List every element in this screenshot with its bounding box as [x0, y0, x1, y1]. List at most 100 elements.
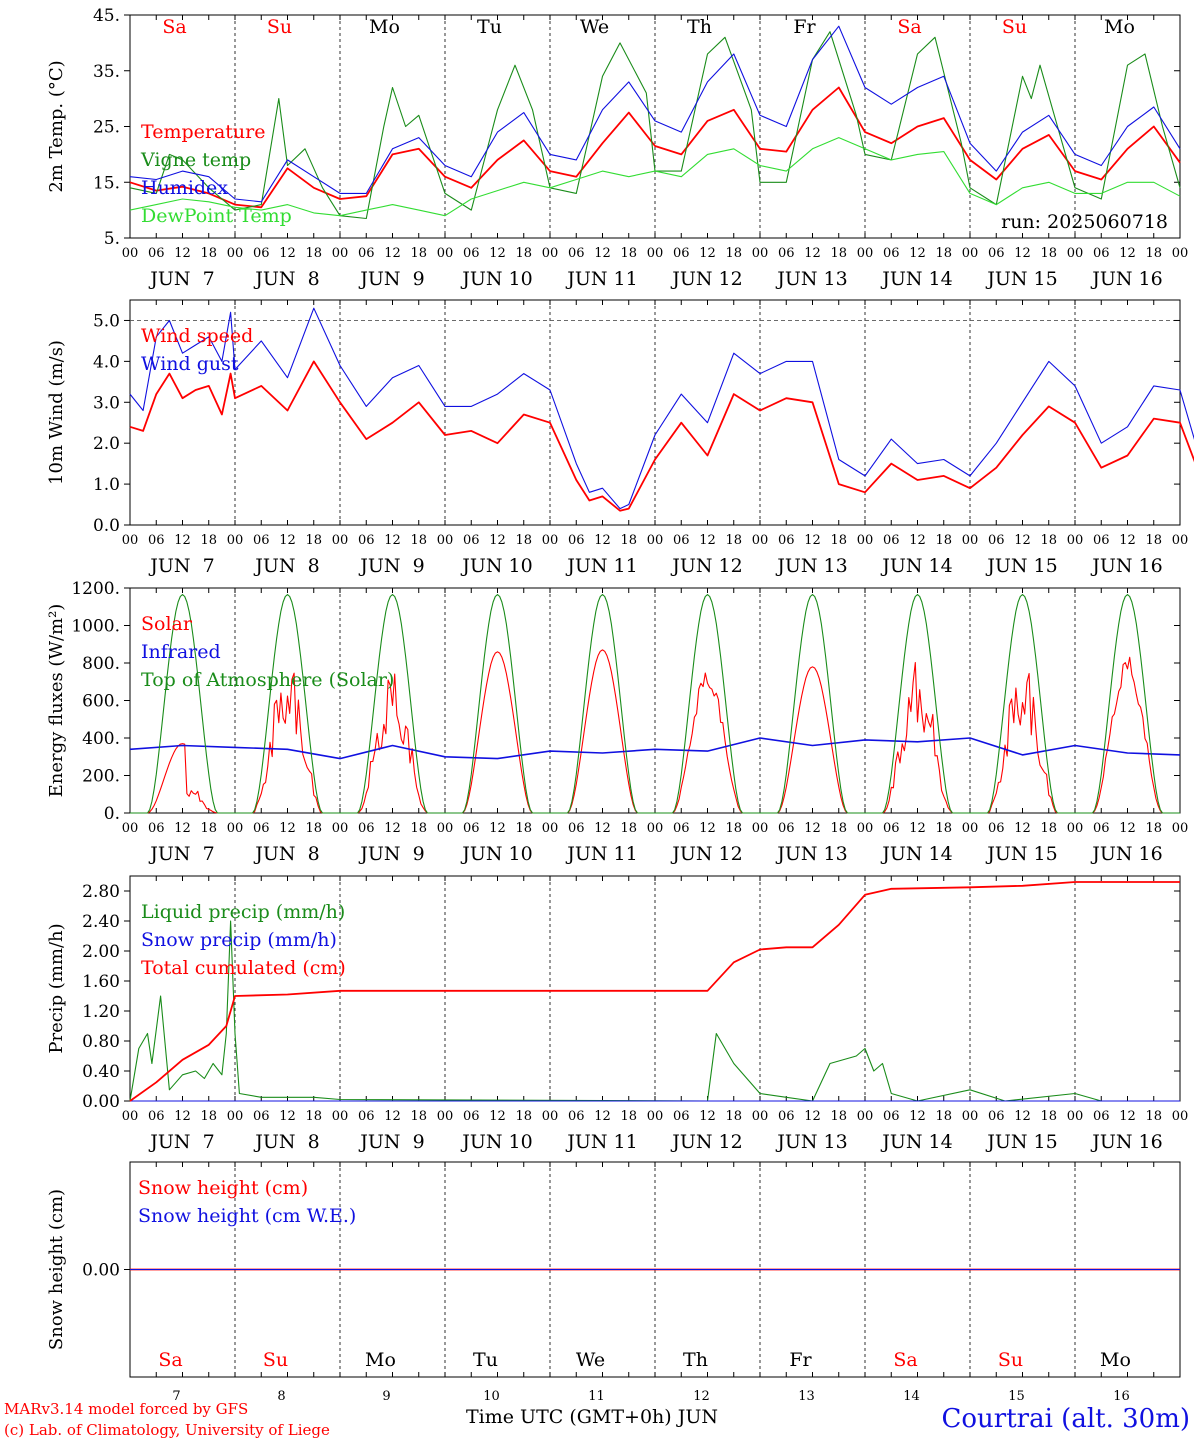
weekday-label-top: Mo [369, 16, 400, 38]
x-date-label: JUN 14 [880, 843, 952, 865]
x-hour-label: 12 [1014, 246, 1031, 261]
x-hour-label: 18 [935, 533, 952, 548]
x-hour-label: 00 [437, 246, 454, 261]
x-hour-label: 00 [1172, 821, 1189, 836]
x-hour-label: 12 [1119, 246, 1136, 261]
x-date-label: JUN 12 [670, 555, 742, 577]
panel-4: 2.80 2.40 2.00 1.60 1.20 0.80 0.40 0.00 Precip (… [46, 875, 1188, 1153]
x-hour-label: 06 [1093, 821, 1110, 836]
x-hour-label: 06 [673, 533, 690, 548]
x-hour-label: 06 [358, 246, 375, 261]
y-tick-label: 2.0 [93, 434, 120, 454]
x-hour-label: 12 [804, 1109, 821, 1124]
x-hour-label: 06 [1093, 533, 1110, 548]
x-date-label: JUN 7 [148, 268, 214, 290]
weekday-label-bottom: Sa [893, 1349, 917, 1371]
x-hour-label: 00 [227, 246, 244, 261]
x-date-label: JUN 16 [1090, 268, 1162, 290]
x-hour-label: 18 [620, 246, 637, 261]
legend-entry: Total cumulated (cm) [141, 957, 346, 979]
x-hour-label: 18 [1145, 246, 1162, 261]
x-hour-label: 18 [515, 246, 532, 261]
x-date-label: JUN 9 [358, 1131, 424, 1153]
day-number-label: 9 [382, 1389, 390, 1404]
x-hour-label: 00 [542, 533, 559, 548]
x-hour-label: 00 [647, 533, 664, 548]
series-line-liquid-precip-mm-h- [129, 920, 1180, 1102]
x-hour-label: 00 [647, 821, 664, 836]
x-date-label: JUN 12 [670, 843, 742, 865]
x-hour-label: 06 [1093, 1109, 1110, 1124]
x-hour-label: 06 [358, 1109, 375, 1124]
x-hour-label: 18 [200, 533, 217, 548]
x-hour-label: 18 [200, 246, 217, 261]
x-date-label: JUN 10 [460, 843, 532, 865]
x-hour-label: 12 [909, 1109, 926, 1124]
x-date-label: JUN 12 [670, 268, 742, 290]
x-hour-label: 12 [804, 246, 821, 261]
x-date-label: JUN 8 [253, 555, 319, 577]
y-tick-label: 0.80 [82, 1032, 120, 1052]
x-hour-label: 06 [778, 246, 795, 261]
x-hour-label: 12 [699, 246, 716, 261]
weekday-label-bottom: Su [263, 1349, 288, 1371]
x-hour-label: 06 [778, 1109, 795, 1124]
x-hour-label: 18 [305, 533, 322, 548]
y-tick-label: 45. [93, 6, 120, 26]
x-date-label: JUN 7 [148, 843, 214, 865]
y-tick-label: 0. [104, 804, 120, 824]
x-hour-label: 18 [410, 1109, 427, 1124]
y-axis-label: Precip (mm/h) [46, 923, 67, 1053]
panel-2: 5.0 4.0 3.0 2.0 1.0 0.0 10m Wind (m/s) 00 06 12 18… [46, 299, 1194, 577]
x-hour-label: 06 [253, 821, 270, 836]
legend-entry: Snow precip (mm/h) [141, 929, 337, 951]
x-hour-label: 00 [332, 1109, 349, 1124]
y-tick-label: 0.0 [93, 516, 120, 536]
y-tick-label: 200. [82, 767, 120, 787]
y-tick-label: 5. [104, 229, 120, 249]
run-label: run: 2025060718 [1001, 211, 1168, 233]
series-line-top-of-atmosphere-solar- [130, 594, 1180, 814]
x-hour-label: 00 [332, 246, 349, 261]
y-tick-label: 1000. [71, 617, 120, 637]
x-hour-label: 00 [437, 821, 454, 836]
y-tick-label: 4.0 [93, 352, 120, 372]
x-hour-label: 12 [384, 246, 401, 261]
x-date-label: JUN 10 [460, 268, 532, 290]
x-hour-label: 18 [830, 821, 847, 836]
weekday-label-top: Mo [1104, 16, 1135, 38]
x-hour-label: 12 [699, 821, 716, 836]
x-hour-label: 00 [962, 821, 979, 836]
x-hour-label: 12 [1119, 533, 1136, 548]
x-date-label: JUN 14 [880, 1131, 952, 1153]
x-hour-label: 18 [1145, 533, 1162, 548]
x-hour-label: 18 [935, 246, 952, 261]
station-label: Courtrai (alt. 30m) [942, 1404, 1191, 1434]
legend-entry: Solar [141, 613, 193, 635]
x-hour-label: 06 [988, 1109, 1005, 1124]
panel-5: 0.00 Snow height (cm) Snow height (cm) Snow… [46, 1161, 1181, 1378]
x-hour-label: 18 [830, 1109, 847, 1124]
y-tick-label: 35. [93, 62, 120, 82]
x-hour-label: 06 [568, 1109, 585, 1124]
x-hour-label: 00 [122, 246, 139, 261]
x-hour-label: 12 [174, 533, 191, 548]
x-hour-label: 18 [1040, 1109, 1057, 1124]
day-number-label: 16 [1113, 1389, 1130, 1404]
y-tick-label: 2.80 [82, 882, 120, 902]
day-number-label: 13 [798, 1389, 815, 1404]
weekday-label-bottom: Th [683, 1349, 708, 1371]
x-date-label: JUN 13 [775, 1131, 847, 1153]
y-axis-label: 2m Temp. (°C) [46, 60, 67, 192]
x-hour-label: 12 [1119, 821, 1136, 836]
x-hour-label: 18 [620, 1109, 637, 1124]
x-hour-label: 12 [1014, 533, 1031, 548]
day-number-label: 11 [588, 1389, 605, 1404]
x-hour-label: 00 [227, 1109, 244, 1124]
x-hour-label: 06 [673, 246, 690, 261]
day-number-label: 12 [693, 1389, 710, 1404]
x-hour-label: 12 [804, 533, 821, 548]
x-hour-label: 00 [542, 1109, 559, 1124]
x-hour-label: 00 [857, 821, 874, 836]
x-hour-label: 00 [1067, 533, 1084, 548]
